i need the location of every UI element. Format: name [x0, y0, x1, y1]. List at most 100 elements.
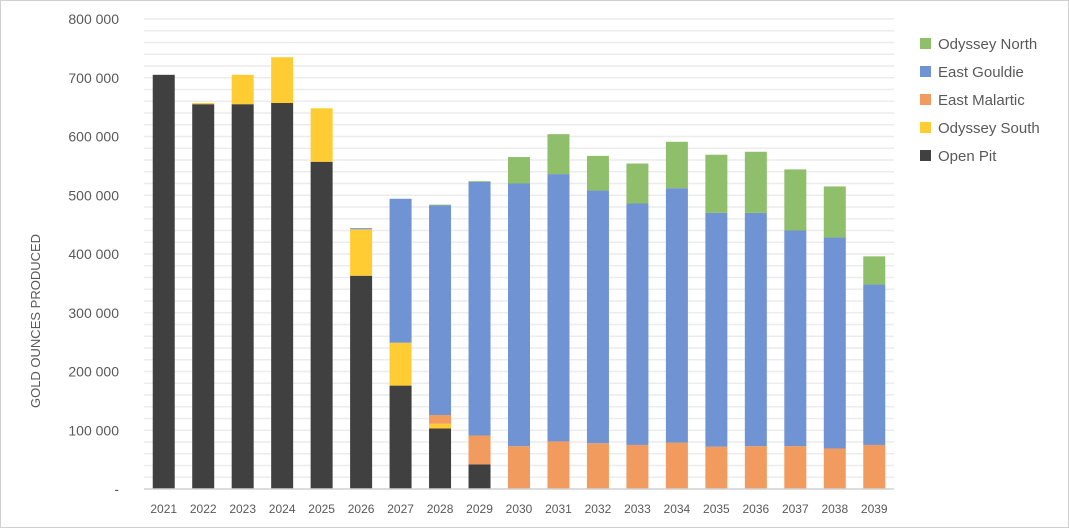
bar-segment-odyssey-north [586, 155, 609, 191]
y-tick-label: 600 000 [68, 129, 119, 145]
legend-label: Odyssey North [938, 36, 1037, 53]
legend-swatch [920, 122, 931, 133]
bar-segment-open-pit [310, 161, 333, 489]
bar-segment-east-gouldie [744, 212, 767, 447]
bar-segment-east-gouldie [350, 228, 373, 230]
x-tick-label: 2031 [545, 502, 572, 516]
x-tick-label: 2036 [742, 502, 769, 516]
bar-segment-open-pit [429, 428, 452, 489]
x-tick-label: 2034 [664, 502, 691, 516]
bar-segment-odyssey-south [429, 423, 452, 429]
bar-segment-east-malartic [468, 435, 491, 465]
y-tick-label: 300 000 [68, 305, 119, 321]
bar-segment-odyssey-south [231, 74, 254, 105]
bar-segment-east-malartic [863, 444, 886, 489]
y-axis-title: GOLD OUNCES PRODUCED [28, 234, 43, 408]
bar-segment-odyssey-north [429, 204, 452, 206]
x-tick-label: 2023 [229, 502, 256, 516]
y-tick-label: 700 000 [68, 70, 119, 86]
bar-segment-east-malartic [705, 446, 728, 489]
bar-segment-east-malartic [547, 441, 570, 489]
legend-label: East Gouldie [938, 64, 1024, 81]
bar-segment-east-gouldie [863, 284, 886, 445]
bar-segment-east-malartic [626, 444, 649, 489]
x-tick-label: 2026 [348, 502, 375, 516]
bar-segment-odyssey-north [665, 141, 688, 189]
y-tick-label: 200 000 [68, 364, 119, 380]
bar-segment-odyssey-south [310, 108, 333, 162]
x-tick-label: 2032 [585, 502, 612, 516]
x-tick-label: 2028 [427, 502, 454, 516]
bar-segment-east-malartic [665, 442, 688, 489]
bar-segment-east-gouldie [389, 198, 412, 343]
bar-segment-odyssey-north [744, 151, 767, 213]
bar-segment-odyssey-north [508, 157, 530, 184]
bar-segment-open-pit [231, 104, 254, 489]
bar-segment-odyssey-north [468, 181, 491, 182]
legend-label: Odyssey South [938, 120, 1040, 137]
x-tick-label: 2037 [782, 502, 809, 516]
y-tick-label: 500 000 [68, 187, 119, 203]
legend-swatch [920, 66, 931, 77]
bar-segment-east-malartic [744, 446, 767, 489]
y-tick-label: 800 000 [68, 11, 119, 27]
legend-item: East Malartic [920, 92, 1025, 109]
legend-swatch [920, 94, 931, 105]
x-tick-label: 2039 [861, 502, 888, 516]
legend: Odyssey North East Gouldie East Malartic Od… [920, 36, 1040, 165]
bar-segment-odyssey-south [271, 57, 294, 104]
bar-segment-odyssey-north [547, 134, 570, 175]
bar-segment-east-malartic [784, 446, 807, 489]
x-axis: 2021 2022 2023 2024 2025 2026 2027 2028 2029 2030… [144, 488, 894, 516]
bar-segment-east-gouldie [705, 212, 728, 447]
bar-segment-open-pit [271, 103, 294, 489]
bar-segment-odyssey-north [626, 163, 649, 204]
bar-segment-east-gouldie [626, 203, 649, 445]
legend-item: Open Pit [920, 148, 997, 165]
x-tick-label: 2027 [387, 502, 414, 516]
y-tick-label: - [114, 481, 119, 497]
bar-segment-east-gouldie [468, 181, 491, 436]
legend-item: Odyssey North [920, 36, 1037, 53]
x-tick-label: 2025 [308, 502, 335, 516]
y-axis: - 100 000 200 000 300 000 400 000 500 000 600 … [68, 11, 119, 497]
bar-segment-odyssey-south [389, 342, 412, 386]
bar-segment-open-pit [192, 104, 215, 489]
bar-segment-odyssey-north [863, 256, 886, 285]
bar-segment-odyssey-south [350, 229, 373, 276]
x-tick-label: 2022 [190, 502, 217, 516]
legend-item: East Gouldie [920, 64, 1024, 81]
bar-segment-east-malartic [429, 414, 452, 424]
x-tick-label: 2024 [269, 502, 296, 516]
bar-segment-east-gouldie [508, 183, 530, 447]
bars [152, 57, 886, 489]
x-tick-label: 2035 [703, 502, 730, 516]
bar-segment-east-gouldie [823, 237, 846, 449]
bar-segment-east-gouldie [784, 230, 807, 447]
x-tick-label: 2038 [821, 502, 848, 516]
bar-segment-open-pit [389, 385, 412, 489]
bar-segment-east-gouldie [665, 188, 688, 443]
legend-item: Odyssey South [920, 120, 1040, 137]
y-tick-label: 400 000 [68, 246, 119, 262]
bar-segment-odyssey-north [784, 169, 807, 231]
y-tick-label: 100 000 [68, 422, 119, 438]
bar-segment-east-gouldie [429, 205, 452, 415]
legend-label: East Malartic [938, 92, 1025, 109]
bar-segment-odyssey-north [823, 186, 846, 238]
bar-segment-east-malartic [508, 446, 530, 489]
bar-segment-open-pit [152, 74, 175, 489]
legend-label: Open Pit [938, 148, 997, 165]
bar-segment-east-gouldie [547, 174, 570, 442]
bar-segment-odyssey-south [192, 103, 215, 105]
x-tick-label: 2021 [150, 502, 177, 516]
legend-swatch [920, 38, 931, 49]
bar-segment-open-pit [350, 275, 373, 489]
x-tick-label: 2033 [624, 502, 651, 516]
bar-segment-east-malartic [586, 443, 609, 489]
legend-swatch [920, 150, 931, 161]
bar-segment-east-malartic [823, 448, 846, 489]
x-tick-label: 2029 [466, 502, 493, 516]
